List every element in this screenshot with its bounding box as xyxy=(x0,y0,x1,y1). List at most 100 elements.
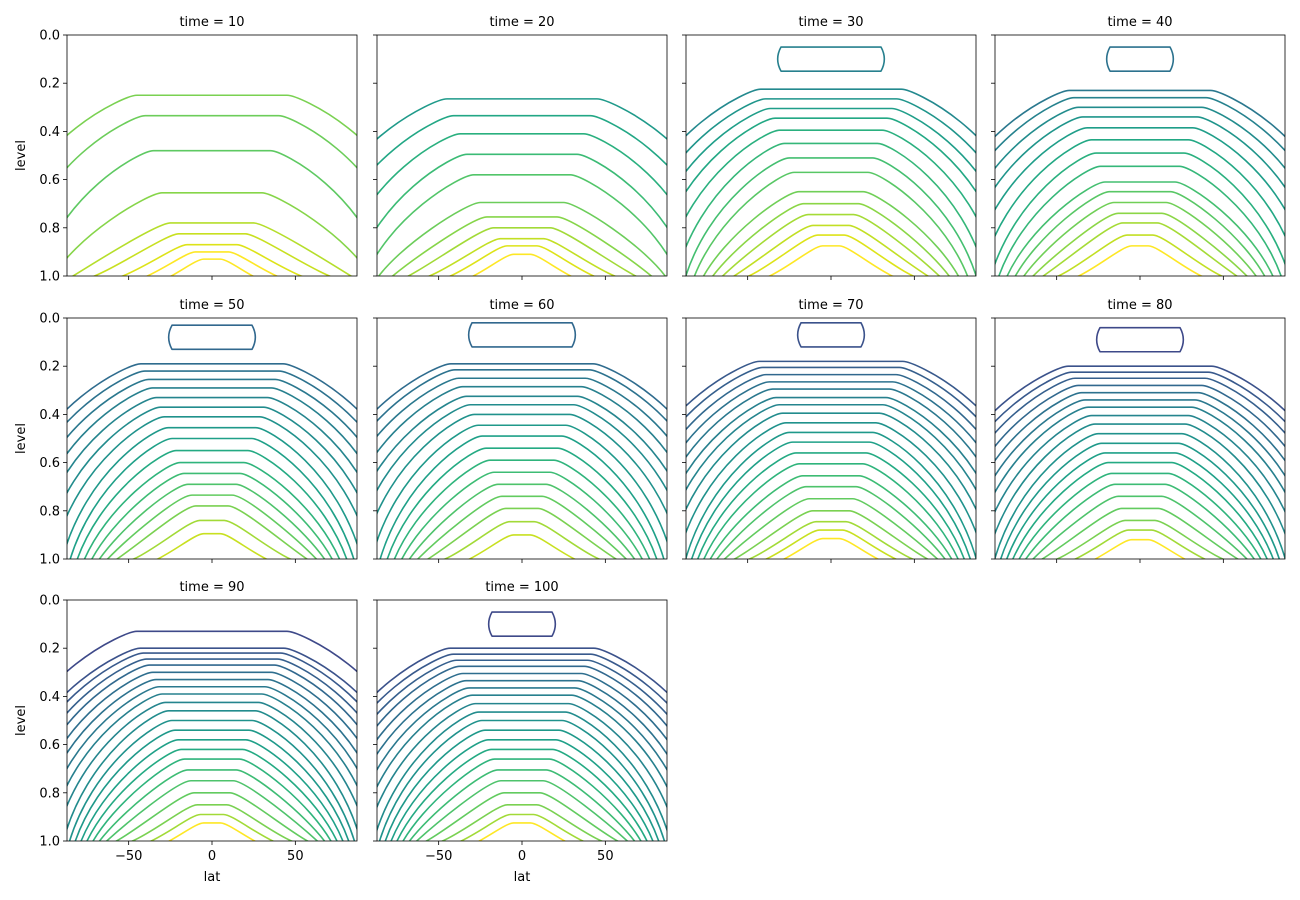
axes-frame xyxy=(376,317,668,560)
contour-line xyxy=(995,432,1285,559)
y-tick-label: 0.2 xyxy=(39,360,60,375)
contour-line xyxy=(995,423,1285,536)
contour-line xyxy=(83,461,341,559)
contour-line xyxy=(377,369,667,423)
contour-line xyxy=(448,245,596,276)
contour-group xyxy=(377,322,667,559)
contour-line xyxy=(686,98,976,155)
contour-line xyxy=(686,88,976,137)
contour-line xyxy=(764,529,898,559)
y-tick-label: 1.0 xyxy=(39,270,60,285)
axes-frame xyxy=(685,317,977,560)
contour-line xyxy=(377,377,667,438)
y-tick-label: 0.6 xyxy=(39,738,60,753)
y-axis-label: level xyxy=(14,423,29,454)
contour-line xyxy=(377,679,667,756)
contour-line xyxy=(98,769,326,841)
contour-line xyxy=(709,475,953,559)
contour-line xyxy=(67,658,357,715)
contour-line xyxy=(67,387,357,456)
contour-line xyxy=(67,664,357,727)
contour-line xyxy=(686,422,976,535)
contour-line xyxy=(782,537,880,559)
y-tick-label: 0.4 xyxy=(39,690,60,705)
contour-line xyxy=(995,152,1285,267)
contour-line xyxy=(67,149,357,219)
y-tick-label: 0.0 xyxy=(39,594,60,609)
panel-title: time = 80 xyxy=(1107,298,1172,313)
contour-line xyxy=(1095,326,1185,353)
contour-line xyxy=(686,373,976,431)
contour-line xyxy=(686,142,976,250)
contour-line xyxy=(995,399,1285,478)
facet-panel: time = 80 xyxy=(991,298,1286,563)
contour-group xyxy=(67,94,357,276)
y-tick-label: 0.4 xyxy=(39,125,60,140)
axes-frame xyxy=(376,34,668,277)
contour-line xyxy=(686,157,976,276)
contour-line xyxy=(1093,538,1187,559)
contour-line xyxy=(68,719,356,841)
facet-panel: time = 50 0.0 0.2 0.4 0.6 0.8 1.0 level xyxy=(14,298,358,568)
contour-line xyxy=(156,532,268,559)
contour-line xyxy=(998,165,1282,276)
y-tick-label: 0.2 xyxy=(39,77,60,92)
contour-line xyxy=(149,813,275,841)
contour-group xyxy=(686,322,976,559)
contour-line xyxy=(69,437,355,559)
facet-panel: time = 20 xyxy=(373,15,668,280)
contour-line xyxy=(723,497,939,559)
contour-line xyxy=(995,139,1285,238)
contour-line xyxy=(1018,472,1262,559)
contour-line xyxy=(776,46,886,72)
panel-title: time = 10 xyxy=(179,15,244,30)
contour-line xyxy=(1055,519,1225,559)
contour-line xyxy=(995,116,1285,189)
contour-line xyxy=(105,779,319,841)
contour-line xyxy=(377,702,667,810)
contour-line xyxy=(377,114,667,167)
contour-line xyxy=(686,107,976,173)
contour-line xyxy=(995,371,1285,423)
contour-line xyxy=(995,377,1285,435)
contour-line xyxy=(379,435,665,559)
contour-line xyxy=(71,222,353,276)
contour-line xyxy=(402,758,642,841)
contour-line xyxy=(377,362,667,411)
contour-line xyxy=(693,171,969,276)
contour-line xyxy=(424,792,620,841)
contour-line xyxy=(98,483,326,559)
contour-line xyxy=(67,710,357,832)
contour-line xyxy=(703,463,959,559)
contour-line xyxy=(471,253,573,276)
contour-line xyxy=(377,173,667,256)
contour-line xyxy=(995,89,1285,138)
contour-line xyxy=(767,245,895,276)
contour-line xyxy=(1076,245,1204,276)
contour-line xyxy=(67,693,357,788)
contour-line xyxy=(67,701,357,809)
x-axis-label: lat xyxy=(514,870,531,885)
contour-line xyxy=(747,520,915,559)
y-axis-label: level xyxy=(14,140,29,171)
contour-line xyxy=(377,153,667,230)
contour-line xyxy=(697,452,965,559)
contour-line xyxy=(1105,46,1175,72)
contour-line xyxy=(377,201,667,276)
contour-line xyxy=(477,822,567,841)
y-tick-label: 1.0 xyxy=(39,553,60,568)
contour-line xyxy=(686,396,976,475)
y-tick-label: 1.0 xyxy=(39,835,60,850)
y-tick-label: 0.6 xyxy=(39,456,60,471)
panel-title: time = 70 xyxy=(798,298,863,313)
contour-line xyxy=(377,672,667,742)
x-axis-label: lat xyxy=(204,870,221,885)
contour-line xyxy=(686,366,976,418)
contour-line xyxy=(406,227,638,276)
y-tick-label: 0.6 xyxy=(39,173,60,188)
contour-line xyxy=(67,362,357,411)
contour-line xyxy=(427,237,617,276)
panel-title: time = 60 xyxy=(489,298,554,313)
facet-panel: time = 30 xyxy=(682,15,977,280)
contour-line xyxy=(67,630,357,673)
